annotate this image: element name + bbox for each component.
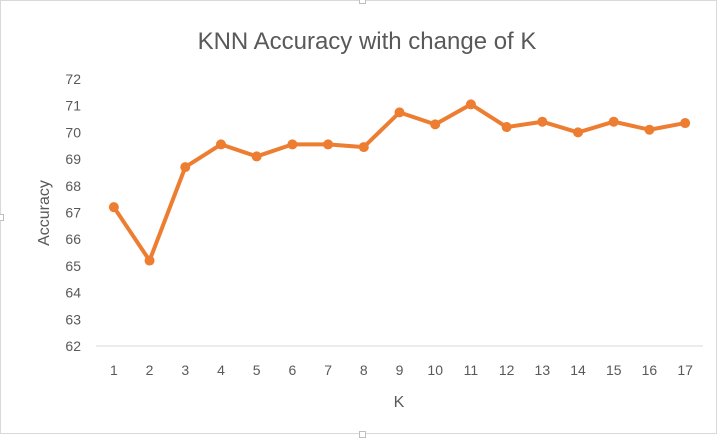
x-tick-label: 8 <box>360 362 368 378</box>
x-tick-label: 2 <box>146 362 154 378</box>
x-tick-label: 13 <box>535 362 551 378</box>
data-point[interactable] <box>144 255 155 266</box>
data-point[interactable] <box>394 107 405 118</box>
y-tick-label: 69 <box>65 151 81 167</box>
data-point[interactable] <box>608 116 619 127</box>
y-tick-label: 67 <box>65 205 81 221</box>
x-axis-tick-labels: 1 2 3 4 5 6 7 8 9 10 11 12 13 14 15 16 17 <box>110 362 693 378</box>
x-tick-label: 14 <box>570 362 586 378</box>
data-point[interactable] <box>644 124 655 135</box>
x-tick-label: 5 <box>253 362 261 378</box>
data-point[interactable] <box>287 139 298 150</box>
x-tick-label: 12 <box>499 362 515 378</box>
y-tick-label: 65 <box>65 258 81 274</box>
data-point[interactable] <box>323 139 334 150</box>
data-point[interactable] <box>573 127 584 138</box>
x-tick-label: 3 <box>181 362 189 378</box>
x-tick-label: 17 <box>677 362 693 378</box>
y-axis-title: Accuracy <box>36 180 53 246</box>
x-tick-label: 6 <box>288 362 296 378</box>
x-tick-label: 7 <box>324 362 332 378</box>
data-point[interactable] <box>108 202 119 213</box>
chart-title: KNN Accuracy with change of K <box>198 28 537 55</box>
data-point[interactable] <box>537 116 548 127</box>
y-tick-label: 66 <box>65 231 81 247</box>
y-tick-label: 64 <box>65 285 81 301</box>
data-point[interactable] <box>251 151 262 162</box>
data-point[interactable] <box>501 122 512 133</box>
data-point[interactable] <box>430 119 441 130</box>
x-tick-label: 11 <box>464 362 479 378</box>
y-tick-label: 72 <box>65 71 81 87</box>
x-tick-label: 16 <box>642 362 658 378</box>
data-point[interactable] <box>215 139 226 150</box>
x-tick-label: 1 <box>110 362 118 378</box>
data-point[interactable] <box>358 142 369 153</box>
x-axis-title: K <box>394 394 405 411</box>
resize-handle-bottom[interactable] <box>359 431 366 438</box>
data-point[interactable] <box>180 162 191 173</box>
y-tick-label: 71 <box>65 98 81 114</box>
data-point[interactable] <box>465 99 476 110</box>
y-tick-label: 70 <box>65 124 81 140</box>
x-tick-label: 10 <box>427 362 443 378</box>
data-point[interactable] <box>680 118 691 129</box>
y-tick-label: 68 <box>65 178 81 194</box>
y-axis-tick-labels: 62 63 64 65 66 67 68 69 70 71 72 <box>65 71 81 354</box>
x-tick-label: 9 <box>396 362 404 378</box>
x-tick-label: 15 <box>606 362 622 378</box>
series-line <box>112 102 686 263</box>
y-tick-label: 63 <box>65 311 81 327</box>
y-tick-label: 62 <box>65 338 81 354</box>
x-tick-label: 4 <box>217 362 225 378</box>
resize-handle-top[interactable] <box>359 0 366 4</box>
resize-handle-left[interactable] <box>0 214 4 221</box>
data-points <box>108 99 691 266</box>
